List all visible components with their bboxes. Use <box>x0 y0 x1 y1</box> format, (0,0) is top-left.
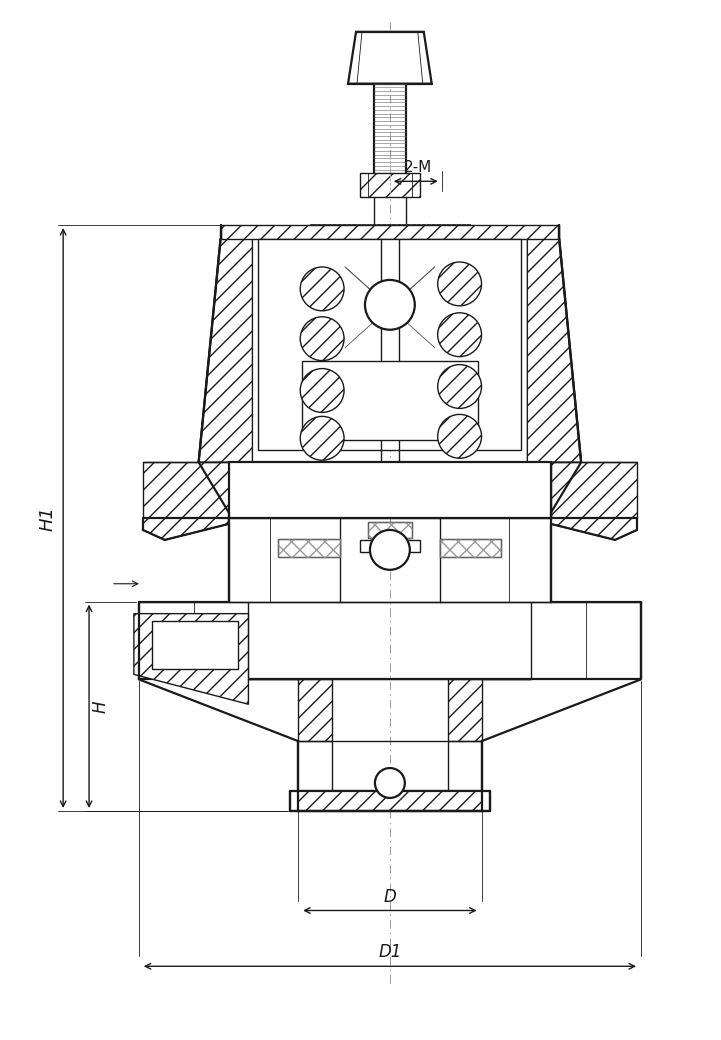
Polygon shape <box>527 239 581 462</box>
Bar <box>360 174 420 198</box>
Circle shape <box>370 530 410 570</box>
Bar <box>586 602 641 679</box>
Bar <box>139 602 194 679</box>
Bar <box>552 462 637 518</box>
Circle shape <box>300 317 344 361</box>
Polygon shape <box>249 679 332 742</box>
Bar <box>302 361 477 440</box>
Bar <box>440 539 501 556</box>
Bar <box>258 239 521 450</box>
Circle shape <box>365 280 415 330</box>
Circle shape <box>300 368 344 413</box>
Polygon shape <box>448 679 531 742</box>
Text: H1: H1 <box>38 505 56 530</box>
Text: 2-M: 2-M <box>404 160 432 175</box>
Polygon shape <box>143 518 229 540</box>
Bar <box>229 462 552 518</box>
Polygon shape <box>134 614 249 704</box>
Text: D1: D1 <box>379 943 402 961</box>
Bar <box>440 539 501 556</box>
Bar <box>278 539 340 556</box>
Polygon shape <box>552 518 637 540</box>
Bar <box>221 225 559 239</box>
Circle shape <box>300 416 344 461</box>
Bar <box>510 518 552 602</box>
Circle shape <box>438 365 482 409</box>
Text: D: D <box>384 887 397 906</box>
Circle shape <box>438 262 482 306</box>
Text: H: H <box>92 700 110 712</box>
Bar <box>360 540 420 552</box>
Bar <box>143 462 229 518</box>
Bar <box>368 522 412 538</box>
Polygon shape <box>348 32 432 83</box>
Bar <box>152 621 239 670</box>
Circle shape <box>300 267 344 311</box>
Bar <box>368 522 412 538</box>
Circle shape <box>438 414 482 459</box>
Bar <box>229 518 270 602</box>
Bar <box>298 742 332 791</box>
Bar <box>310 225 469 234</box>
Circle shape <box>375 769 404 798</box>
Circle shape <box>438 313 482 357</box>
Polygon shape <box>198 239 252 462</box>
Bar <box>448 742 482 791</box>
Bar <box>278 539 340 556</box>
Bar <box>298 791 482 811</box>
